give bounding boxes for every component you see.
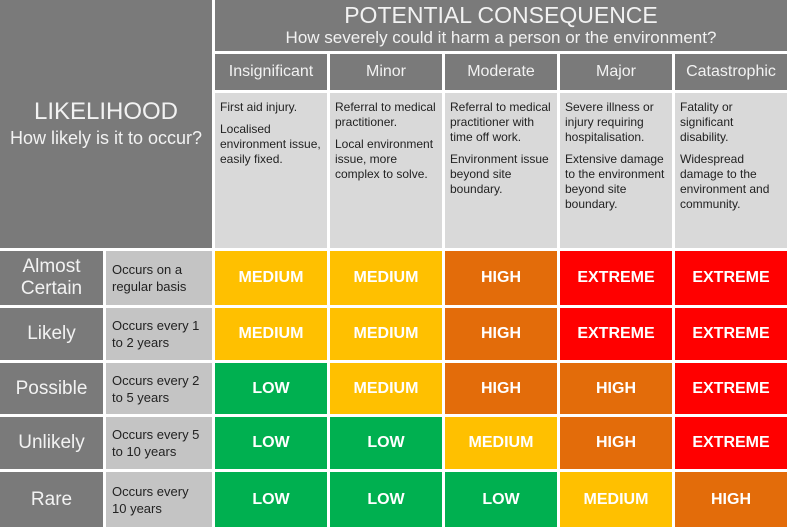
consequence-description: Referral to medical practitioner with ti… — [445, 93, 557, 248]
consequence-name-minor: Minor — [330, 54, 442, 90]
likelihood-description: Occurs every 10 years — [106, 472, 212, 527]
likelihood-description: Occurs every 1 to 2 years — [106, 308, 212, 360]
consequence-header: POTENTIAL CONSEQUENCE How severely could… — [215, 0, 787, 51]
description-line: Referral to medical practitioner with ti… — [450, 100, 551, 144]
risk-cell-extreme: EXTREME — [675, 251, 787, 305]
risk-cell-medium: MEDIUM — [330, 363, 442, 414]
description-line: First aid injury. — [220, 100, 298, 114]
description-line: Widespread damage to the environment and… — [680, 152, 770, 211]
risk-cell-low: LOW — [330, 417, 442, 469]
likelihood-header: LIKELIHOOD How likely is it to occur? — [0, 0, 212, 248]
likelihood-name: Likely — [0, 308, 103, 360]
risk-cell-extreme: EXTREME — [675, 308, 787, 360]
risk-cell-medium: MEDIUM — [560, 472, 672, 527]
risk-cell-low: LOW — [330, 472, 442, 527]
likelihood-name: Unlikely — [0, 417, 103, 469]
risk-cell-extreme: EXTREME — [560, 251, 672, 305]
risk-cell-medium: MEDIUM — [330, 308, 442, 360]
risk-cell-medium: MEDIUM — [445, 417, 557, 469]
description-line: Local environment issue, more complex to… — [335, 137, 434, 181]
risk-cell-high: HIGH — [675, 472, 787, 527]
likelihood-title: LIKELIHOOD — [33, 98, 179, 125]
likelihood-name: Possible — [0, 363, 103, 414]
description-line: Fatality or significant disability. — [680, 100, 734, 144]
risk-cell-high: HIGH — [560, 417, 672, 469]
consequence-name-moderate: Moderate — [445, 54, 557, 90]
consequence-name-major: Major — [560, 54, 672, 90]
consequence-name-catastrophic: Catastrophic — [675, 54, 787, 90]
consequence-description: Fatality or significant disability. Wides… — [675, 93, 787, 248]
likelihood-description: Occurs every 5 to 10 years — [106, 417, 212, 469]
risk-cell-extreme: EXTREME — [560, 308, 672, 360]
description-line: Environment issue beyond site boundary. — [450, 152, 549, 196]
risk-cell-high: HIGH — [560, 363, 672, 414]
risk-cell-high: HIGH — [445, 308, 557, 360]
risk-cell-high: HIGH — [445, 251, 557, 305]
likelihood-name: Almost Certain — [0, 251, 103, 305]
risk-cell-low: LOW — [215, 417, 327, 469]
risk-cell-low: LOW — [215, 472, 327, 527]
consequence-title: POTENTIAL CONSEQUENCE — [344, 1, 658, 28]
consequence-name-insignificant: Insignificant — [215, 54, 327, 90]
consequence-subtitle: How severely could it harm a person or t… — [285, 27, 717, 47]
description-line: Localised environment issue, easily fixe… — [220, 122, 321, 166]
likelihood-description: Occurs on a regular basis — [106, 251, 212, 305]
risk-cell-low: LOW — [215, 363, 327, 414]
risk-cell-high: HIGH — [445, 363, 557, 414]
consequence-description: First aid injury. Localised environment i… — [215, 93, 327, 248]
risk-cell-medium: MEDIUM — [330, 251, 442, 305]
description-line: Referral to medical practitioner. — [335, 100, 436, 129]
likelihood-description: Occurs every 2 to 5 years — [106, 363, 212, 414]
likelihood-name: Rare — [0, 472, 103, 527]
consequence-description: Referral to medical practitioner. Local e… — [330, 93, 442, 248]
description-line: Severe illness or injury requiring hospi… — [565, 100, 654, 144]
likelihood-subtitle: How likely is it to occur? — [9, 128, 203, 148]
risk-cell-extreme: EXTREME — [675, 363, 787, 414]
description-line: Extensive damage to the environment beyo… — [565, 152, 665, 211]
risk-cell-medium: MEDIUM — [215, 251, 327, 305]
consequence-description: Severe illness or injury requiring hospi… — [560, 93, 672, 248]
risk-cell-extreme: EXTREME — [675, 417, 787, 469]
risk-cell-medium: MEDIUM — [215, 308, 327, 360]
risk-cell-low: LOW — [445, 472, 557, 527]
